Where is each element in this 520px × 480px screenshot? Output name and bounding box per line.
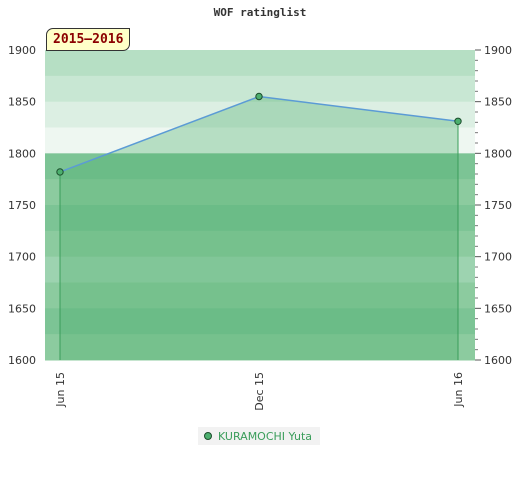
- y-tick-label-right: 1800: [484, 147, 512, 160]
- background-band: [45, 153, 475, 180]
- chart-title: WOF ratinglist: [213, 6, 307, 19]
- season-badge: 2015–2016: [46, 28, 131, 51]
- data-point: [255, 92, 263, 101]
- legend[interactable]: KURAMOCHI Yuta: [198, 427, 321, 445]
- background-band: [45, 308, 475, 335]
- y-tick-label-right: 1900: [484, 44, 512, 57]
- y-tick-label-left: 1900: [8, 44, 36, 57]
- x-tick-label: Jun 16: [452, 372, 465, 408]
- legend-label: KURAMOCHI Yuta: [218, 429, 313, 443]
- y-tick-label-left: 1750: [8, 199, 36, 212]
- legend-marker-icon: [204, 432, 212, 440]
- background-band: [45, 205, 475, 232]
- y-tick-label-right: 1850: [484, 96, 512, 109]
- y-tick-label-right: 1700: [484, 251, 512, 264]
- x-tick-label: Jun 15: [54, 372, 67, 408]
- background-band: [45, 127, 475, 154]
- y-tick-label-left: 1800: [8, 147, 36, 160]
- y-tick-label-left: 1600: [8, 354, 36, 367]
- background-band: [45, 50, 475, 77]
- data-point: [56, 168, 64, 176]
- background-band: [45, 230, 475, 258]
- y-tick-label-left: 1700: [8, 251, 36, 264]
- x-tick-label: Dec 15: [253, 372, 266, 411]
- background-band: [45, 256, 475, 283]
- series-area: [60, 96, 458, 360]
- background-band: [45, 282, 475, 309]
- data-point: [454, 117, 462, 126]
- y-tick-label-right: 1600: [484, 354, 512, 367]
- background-band: [45, 334, 475, 361]
- y-tick-label-right: 1750: [484, 199, 512, 212]
- background-band: [45, 179, 475, 206]
- y-tick-label-right: 1650: [484, 302, 512, 315]
- y-tick-label-left: 1850: [8, 96, 36, 109]
- y-tick-label-left: 1650: [8, 302, 36, 315]
